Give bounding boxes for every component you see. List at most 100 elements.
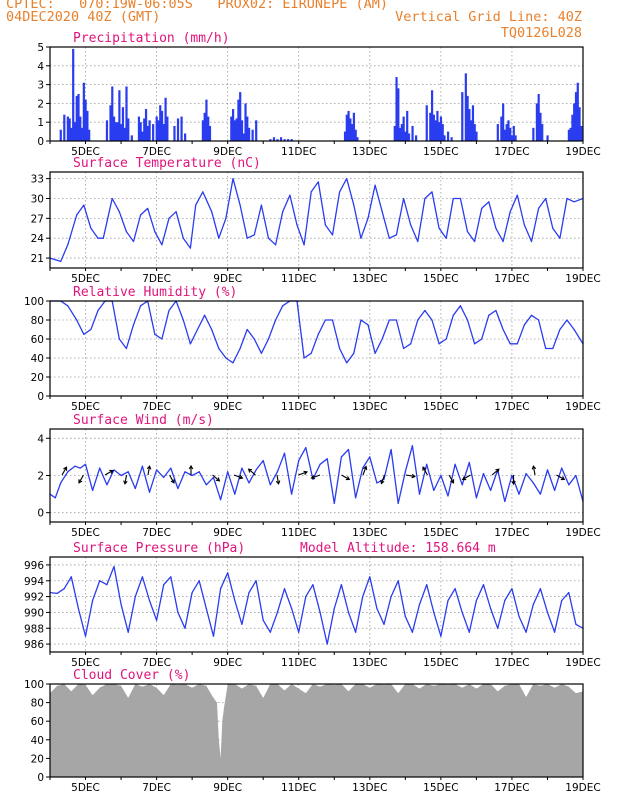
rh-point	[338, 347, 341, 350]
y-tick-label: 60	[31, 334, 44, 346]
temp-point	[438, 227, 440, 229]
precip-bar	[535, 103, 539, 141]
cloud-point	[305, 692, 307, 694]
wind-arrowhead-icon	[123, 480, 128, 485]
rh-point	[218, 347, 220, 350]
pressure-point	[518, 615, 520, 617]
wind-point	[212, 476, 215, 478]
precip-bar	[127, 118, 130, 141]
pressure-point	[447, 599, 449, 602]
rh-point	[317, 333, 319, 335]
temp-point	[253, 234, 255, 236]
temp-point	[260, 204, 263, 206]
cloud-cover-area	[50, 684, 583, 777]
temp-point	[474, 240, 476, 243]
rh-point	[161, 338, 163, 340]
pressure-point	[340, 584, 342, 586]
precip-bar	[233, 120, 236, 141]
wind-point	[354, 497, 357, 499]
precip-bar	[404, 131, 407, 141]
pressure-point	[475, 599, 477, 602]
pressure-point	[461, 611, 463, 614]
cloud-point	[333, 684, 335, 686]
rh-point	[474, 343, 476, 345]
wind-point	[291, 493, 293, 495]
x-tick-label: 19DEC	[565, 273, 600, 285]
cloud-point	[241, 688, 243, 690]
pressure-point	[92, 599, 94, 602]
wind-point	[546, 469, 549, 471]
x-tick-label: 17DEC	[494, 782, 529, 794]
pressure-point	[561, 599, 563, 602]
header-model: TQ0126L028	[500, 25, 582, 41]
wind-arrowhead-icon	[422, 466, 427, 471]
pressure-point	[497, 627, 499, 629]
precip-bar	[578, 107, 581, 141]
temp-point	[338, 191, 341, 193]
temp-point	[367, 217, 369, 219]
wind-point	[54, 497, 56, 499]
wind-arrowhead-icon	[380, 479, 385, 485]
rh-point	[168, 309, 170, 312]
wind-arrow-icon	[405, 474, 415, 478]
y-tick-label: 988	[24, 623, 44, 635]
y-tick-label: 100	[24, 679, 44, 691]
wind-point	[156, 469, 158, 471]
cloud-point	[262, 697, 264, 699]
pressure-point	[227, 572, 229, 574]
pressure-point	[511, 588, 513, 590]
wind-arrow-icon	[380, 474, 386, 484]
wind-point	[376, 482, 378, 484]
cloud-point	[447, 684, 449, 686]
wind-arrow-icon	[248, 468, 256, 476]
wind-arrowhead-icon	[303, 470, 308, 475]
x-tick-label: 9DEC	[213, 401, 242, 413]
wind-arrowhead-icon	[238, 475, 244, 480]
x-tick-label: 19DEC	[565, 657, 600, 669]
wind-point	[99, 467, 101, 469]
pressure-series-line	[49, 565, 584, 645]
temp-point	[225, 217, 227, 219]
wind-point	[305, 447, 307, 449]
precip-bar	[507, 120, 510, 141]
pressure-point	[411, 631, 414, 633]
rh-point	[360, 319, 362, 321]
wind-point	[74, 465, 76, 467]
pressure-point	[418, 603, 421, 606]
temp-point	[395, 234, 398, 236]
y-tick-label: 2	[37, 98, 44, 110]
pressure-point	[276, 611, 279, 614]
pressure-point	[212, 635, 215, 637]
precip-bar	[251, 129, 254, 141]
precip-bar	[63, 114, 66, 141]
wind-point	[127, 471, 129, 473]
precip-bar	[406, 110, 409, 141]
wind-point	[468, 461, 470, 464]
wind-point	[340, 456, 342, 458]
temp-point	[102, 237, 104, 239]
wind-arrow-icon	[422, 466, 428, 476]
cloud-point	[497, 691, 499, 692]
y-tick-label: 27	[31, 213, 44, 225]
pressure-point	[426, 584, 428, 586]
x-tick-label: 7DEC	[142, 657, 171, 669]
y-tick-label: 0	[37, 391, 44, 403]
precip-bar	[532, 127, 535, 141]
wind-point	[333, 502, 335, 504]
wind-point	[191, 474, 193, 477]
temp-point	[275, 244, 277, 246]
pressure-point	[56, 592, 58, 595]
precip-bar	[118, 90, 121, 141]
precip-bar	[510, 135, 514, 141]
y-tick-label: 0	[37, 772, 44, 784]
cloud-point	[141, 686, 143, 688]
rh-point	[225, 357, 227, 359]
pressure-point	[177, 611, 179, 614]
y-tick-label: 1	[37, 117, 44, 129]
pressure-point	[575, 623, 577, 625]
cloud-point	[255, 685, 257, 687]
pressure-point	[63, 588, 65, 590]
precip-bar	[72, 48, 75, 141]
precip-bar	[139, 122, 142, 141]
wind-point	[106, 484, 108, 486]
